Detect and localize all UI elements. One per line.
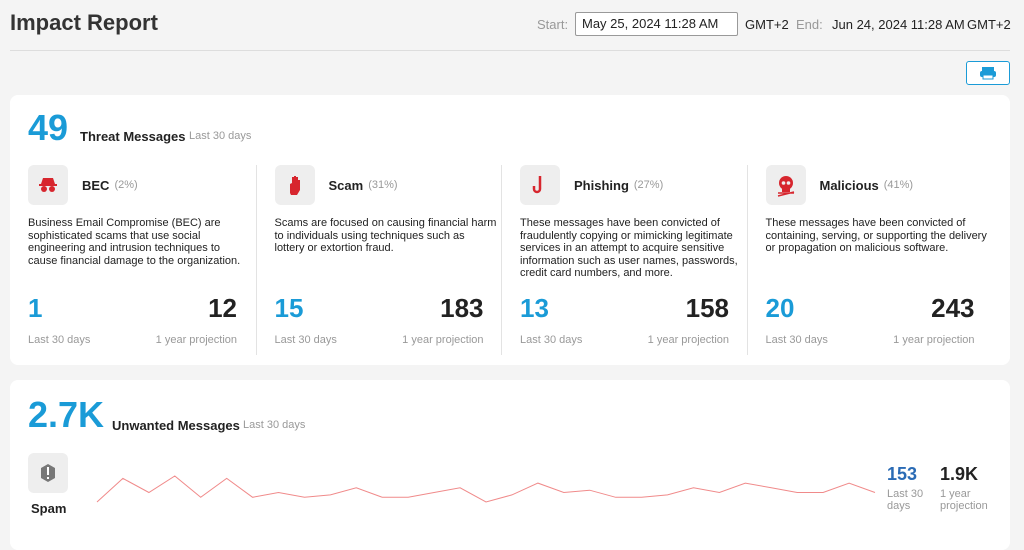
threat-description: Scams are focused on causing financial h… (274, 217, 497, 254)
end-timezone: GMT+2 (967, 17, 1011, 32)
threat-description: These messages have been convicted of fr… (520, 217, 738, 279)
threat-projection-label: 1 year projection (155, 334, 237, 346)
threat-name: BEC (82, 178, 110, 193)
threat-recent-label: Last 30 days (274, 334, 337, 346)
print-icon (980, 67, 996, 80)
threat-card: 49 Threat Messages Last 30 days BEC (2%) B… (10, 95, 1010, 365)
threat-name: Scam (328, 178, 364, 193)
threat-share: (27%) (633, 179, 664, 191)
threat-projection: 243 (931, 293, 975, 323)
unwanted-title: Unwanted Messages (112, 418, 240, 433)
spam-trend-line (96, 475, 876, 503)
threat-period: Last 30 days (189, 130, 252, 142)
threat-count: 49 (28, 107, 69, 148)
threat-column: Phishing (27%) These messages have been co… (501, 165, 747, 355)
threat-description: These messages have been convicted of co… (765, 217, 987, 254)
end-date: Jun 24, 2024 11:28 AM (832, 17, 965, 32)
spam-label: Spam (31, 501, 67, 516)
spam-sparkline (96, 475, 876, 503)
threat-projection-label: 1 year projection (893, 334, 975, 346)
start-timezone: GMT+2 (745, 17, 789, 32)
spam-projection-label: 1 year projection (940, 488, 988, 512)
threat-description: Business Email Compromise (BEC) are soph… (28, 217, 241, 267)
unwanted-count: 2.7K (28, 394, 105, 435)
threat-column: Malicious (41%) These messages have been c… (746, 165, 993, 355)
threat-icon (28, 165, 68, 205)
page-title: Impact Report (10, 10, 158, 35)
threat-column: BEC (2%) Business Email Compromise (BEC) a… (10, 165, 255, 355)
print-button[interactable] (966, 61, 1010, 85)
spam-recent: 153 (887, 464, 918, 484)
start-date-input[interactable]: May 25, 2024 11:28 AM (575, 12, 738, 36)
threat-share: (2%) (114, 179, 138, 191)
threat-icon (765, 165, 806, 205)
spam-icon (28, 453, 68, 493)
threat-icon (274, 165, 315, 205)
threat-title: Threat Messages (80, 129, 186, 144)
threat-projection-label: 1 year projection (402, 334, 484, 346)
divider (10, 50, 1010, 51)
threat-recent-label: Last 30 days (520, 334, 583, 346)
spam-projection: 1.9K (940, 464, 979, 484)
threat-projection: 12 (208, 293, 237, 323)
threat-share: (31%) (368, 179, 398, 191)
threat-projection: 158 (685, 293, 729, 323)
spam-recent-label: Last 30 days (887, 488, 924, 512)
threat-column: Scam (31%) Scams are focused on causing fi… (255, 165, 502, 355)
threat-recent: 15 (274, 293, 304, 323)
threat-recent: 13 (520, 293, 549, 323)
threat-share: (41%) (883, 179, 914, 191)
threat-name: Phishing (574, 178, 629, 193)
threat-name: Malicious (819, 178, 879, 193)
threat-icon (520, 165, 560, 205)
threat-recent-label: Last 30 days (28, 334, 91, 346)
threat-recent-label: Last 30 days (765, 334, 828, 346)
threat-projection: 183 (440, 293, 484, 323)
threat-recent: 20 (765, 293, 795, 323)
end-label: End: (796, 17, 823, 32)
threat-recent: 1 (28, 293, 43, 323)
unwanted-card: 2.7K Unwanted Messages Last 30 days Spam… (10, 380, 1010, 550)
start-label: Start: (537, 17, 569, 32)
threat-projection-label: 1 year projection (647, 334, 729, 346)
unwanted-period: Last 30 days (243, 419, 306, 431)
